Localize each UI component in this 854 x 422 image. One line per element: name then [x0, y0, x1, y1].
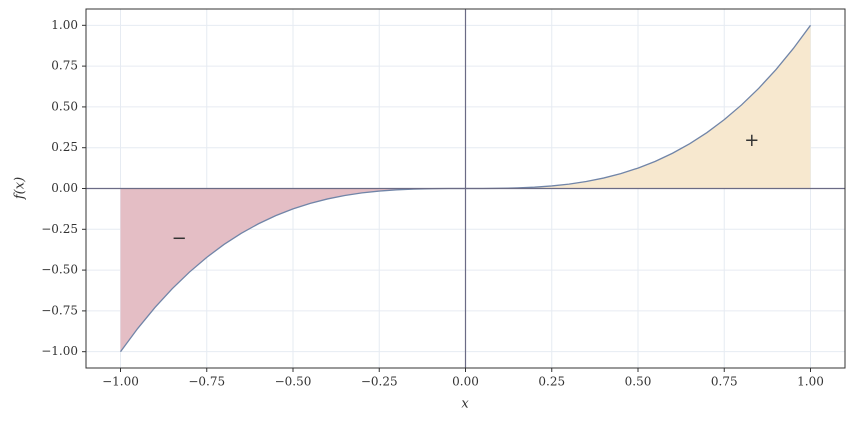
x-tick-label: 0.25 [538, 375, 565, 389]
y-axis-label: f(x) [13, 177, 28, 200]
y-tick-label: 0.75 [51, 59, 78, 73]
area-negative [120, 188, 466, 352]
x-tick-label: 0.00 [452, 375, 479, 389]
area-positive [465, 25, 811, 189]
x-axis-label: x [461, 397, 469, 412]
y-tick-label: −1.00 [41, 344, 78, 358]
plot-frame [85, 8, 846, 369]
y-tick-label: −0.50 [41, 263, 78, 277]
y-tick-label: −0.25 [41, 222, 78, 236]
x-tick-label: 1.00 [797, 375, 824, 389]
y-tick-label: 0.50 [51, 99, 78, 113]
y-tick-label: −0.75 [41, 303, 78, 317]
x-tick-label: −0.25 [361, 375, 398, 389]
x-tick-label: 0.50 [625, 375, 652, 389]
y-tick-label: 0.00 [51, 181, 78, 195]
x-tick-label: −0.75 [188, 375, 225, 389]
y-tick-label: 0.25 [51, 140, 78, 154]
x-tick-label: 0.75 [711, 375, 738, 389]
y-tick-label: 1.00 [51, 18, 78, 32]
annotation: + [744, 130, 759, 151]
x-tick-label: −1.00 [102, 375, 139, 389]
annotation: − [172, 228, 187, 249]
x-tick-label: −0.50 [275, 375, 312, 389]
